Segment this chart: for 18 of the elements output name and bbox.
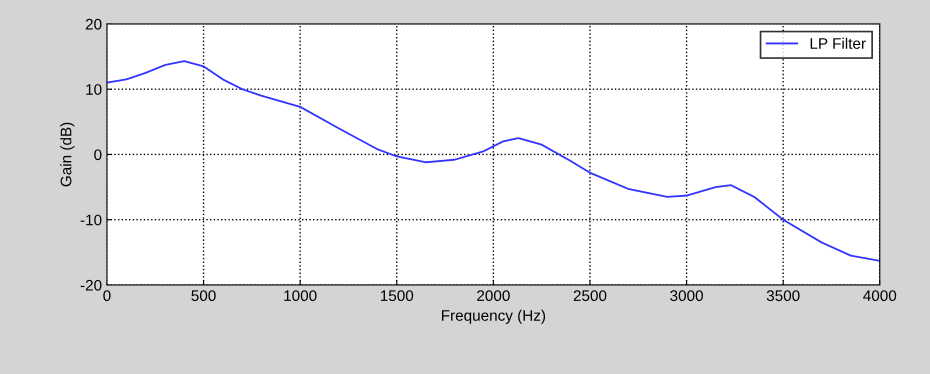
x-tick-label: 3500 bbox=[766, 290, 800, 302]
x-tick-label: 500 bbox=[191, 290, 216, 302]
y-tick-label: -10 bbox=[80, 214, 102, 226]
x-tick-label: 4000 bbox=[863, 290, 896, 302]
y-tick-label: 10 bbox=[86, 84, 102, 95]
y-tick-label: 0 bbox=[94, 149, 102, 160]
legend-label: LP Filter bbox=[810, 38, 866, 49]
y-tick-label: 20 bbox=[86, 18, 102, 30]
y-axis-title: Gain (dB) bbox=[60, 122, 74, 186]
x-tick-label: 2500 bbox=[574, 290, 606, 302]
line-series bbox=[106, 60, 880, 262]
x-tick-label: 3000 bbox=[670, 290, 703, 302]
x-tick-label: 0 bbox=[103, 290, 111, 302]
x-axis-title: Frequency (Hz) bbox=[442, 310, 546, 324]
x-tick-label: 1000 bbox=[284, 290, 317, 302]
x-tick-label: 1500 bbox=[380, 290, 414, 302]
x-tick-label: 2000 bbox=[477, 290, 510, 302]
y-tick-label: -20 bbox=[80, 280, 102, 291]
